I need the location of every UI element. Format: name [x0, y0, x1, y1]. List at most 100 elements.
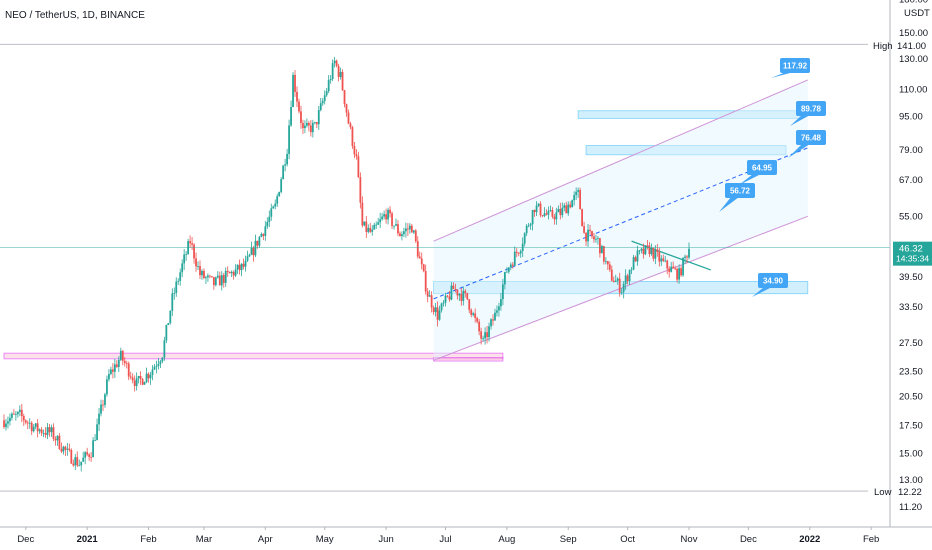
candle-body: [656, 249, 659, 252]
candle-body: [127, 363, 130, 377]
candle-body: [577, 190, 580, 192]
time-tick-label: Nov: [681, 534, 698, 545]
candle-body: [581, 209, 583, 227]
candle-body: [585, 232, 587, 242]
candle-body: [331, 63, 334, 80]
candle-body: [450, 285, 453, 300]
candle-body: [121, 350, 124, 361]
candle-body: [668, 268, 671, 272]
candle-body: [262, 233, 265, 236]
candle-body: [533, 210, 536, 213]
candle-body: [640, 248, 643, 251]
candle-body: [422, 264, 425, 272]
price-tick-label: 55.00: [899, 211, 923, 222]
time-tick-label: Jun: [378, 534, 393, 545]
candle-body: [313, 122, 316, 123]
candle-body: [399, 233, 401, 237]
candle-body: [404, 228, 407, 232]
candle-body: [383, 214, 386, 217]
candle-body: [456, 289, 459, 296]
candle-body: [466, 292, 469, 300]
candle-body: [440, 303, 443, 311]
candle-body: [76, 457, 79, 466]
candle-body: [149, 375, 152, 379]
candle-body: [111, 369, 114, 372]
candle-body: [210, 276, 213, 278]
candle-body: [254, 240, 257, 256]
candle-body: [597, 238, 599, 239]
candle-body: [610, 269, 613, 281]
channel-upper: [433, 79, 808, 242]
time-tick-label: 2022: [799, 534, 820, 545]
candle-body: [513, 251, 516, 266]
candle-body: [549, 210, 552, 211]
callout-box: [796, 101, 826, 116]
candle-body: [654, 249, 657, 259]
candle-body: [302, 122, 304, 129]
price-tick-label: 79.00: [899, 145, 923, 156]
candle-body: [163, 340, 166, 358]
candle-body: [355, 154, 358, 157]
candle-body: [66, 448, 69, 450]
candle-body: [444, 295, 447, 303]
candle-body: [448, 296, 451, 300]
candle-body: [595, 238, 597, 240]
candle-body: [86, 452, 89, 455]
candle-body: [189, 241, 191, 244]
candle-body: [628, 270, 631, 282]
candle-body: [102, 404, 104, 406]
candle-body: [658, 251, 661, 262]
candle-body: [676, 268, 679, 280]
candle-body: [492, 319, 494, 321]
candle-body: [62, 446, 65, 452]
candle-body: [397, 224, 399, 234]
candle-body: [250, 247, 253, 255]
callout-label: 117.92: [783, 62, 808, 71]
candle-body: [244, 260, 247, 267]
candle-body: [646, 245, 649, 247]
candle-body: [472, 313, 475, 315]
price-axis-ticks: 180.00 150.00 130.00 110.00 95.00 79.00 67.00 5…: [899, 0, 928, 513]
candle-body: [587, 229, 589, 242]
candle-body: [519, 251, 522, 254]
candle-body: [363, 221, 366, 226]
candle-body: [391, 213, 393, 226]
candle-body: [28, 422, 31, 424]
candle-body: [490, 319, 492, 327]
price-tick-label: 130.00: [899, 54, 928, 65]
candle-body: [272, 206, 275, 209]
candle-body: [616, 278, 619, 281]
candle-body: [307, 122, 310, 126]
candle-body: [426, 291, 429, 297]
candle-body: [545, 213, 548, 215]
candle-body: [632, 257, 635, 270]
candle-body: [216, 275, 219, 278]
candle-body: [515, 251, 518, 253]
candle-body: [343, 90, 346, 105]
candle-body: [561, 207, 564, 216]
candle-body: [458, 293, 461, 296]
price-axis[interactable]: [890, 0, 932, 550]
candle-body: [270, 208, 273, 217]
candle-body: [117, 359, 120, 367]
support-zone-pink: [433, 357, 504, 362]
candle-body: [337, 65, 340, 77]
candle-body: [214, 277, 217, 286]
candle-body: [304, 125, 306, 129]
callout-label: 34.90: [763, 277, 784, 286]
candle-body: [371, 229, 374, 232]
candle-body: [280, 179, 283, 193]
candle-body: [442, 302, 445, 304]
candle-body: [264, 226, 267, 236]
candle-body: [630, 269, 633, 271]
candle-body: [339, 71, 342, 77]
time-axis-ticks: Dec 2021 Feb Mar Apr May Jun Jul Aug Sep Oct Nov Dec…: [17, 527, 879, 545]
candle-body: [412, 230, 415, 233]
candle-body: [606, 261, 609, 265]
candle-body: [54, 438, 57, 441]
price-tick-label: 27.50: [899, 338, 923, 349]
candle-body: [620, 291, 623, 293]
candle-body: [357, 156, 360, 178]
callout-label: 89.78: [801, 105, 822, 114]
